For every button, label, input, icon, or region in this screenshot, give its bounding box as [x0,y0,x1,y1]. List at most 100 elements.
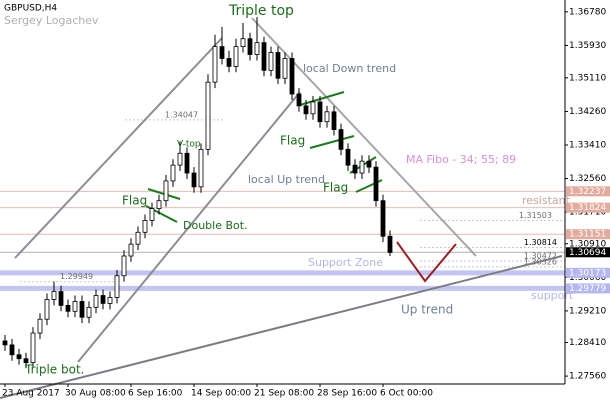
candle-body [191,172,197,188]
up-trend-line [0,255,563,399]
y-tick-label: 1.35110 [569,73,606,83]
level-label: 1.32237 [569,187,606,197]
candle-body [359,160,365,174]
y-tick-label: 1.32560 [569,174,606,184]
candle-body [352,164,358,174]
candle-body [37,318,43,334]
candle-body [100,295,106,304]
candle-body [16,354,22,360]
annotation: Flag [323,181,348,195]
level-box [566,247,610,258]
annotation: Double Bot. [183,219,248,232]
level-box [566,202,610,213]
candle-body [72,301,78,312]
annotation: MA Fibo - 34; 55; 89 [406,153,516,166]
candle-body [177,152,183,166]
candle-body [65,304,71,312]
candle-body [156,200,162,209]
y-tick-label: 1.36780 [569,7,606,17]
candle-body [338,129,344,150]
annotation: local Down trend [303,62,396,75]
y-tick-label: 1.35930 [569,41,606,51]
candle-body [2,340,8,346]
candle-body [303,105,309,115]
y-tick-label: 1.29210 [569,306,606,316]
candle-body [380,200,386,237]
level-label: 1.30694 [569,248,606,258]
candle-body [366,160,372,168]
flag-line [299,91,345,106]
candle-body [289,58,295,95]
y-tick-label: 1.28410 [569,338,606,348]
annotation: Triple bot. [24,363,84,377]
x-tick-label: 30 Aug 08:00 [65,389,126,399]
annotation: Flag [280,134,305,148]
flag-line [309,135,355,149]
axis-labels: 1.36780 1.35930 1.35110 1.34260 1.33410 1.325… [2,7,610,399]
level-label: 1.31824 [569,203,606,213]
candle-body [128,243,134,257]
candle-body [142,220,148,233]
candles [2,16,393,369]
x-tick-label: 6 Sep 16:00 [128,389,183,399]
y-tick-label: 1.33410 [569,140,606,150]
price-label: 1.31503 [519,211,552,220]
candle-body [58,291,64,306]
candle-body [107,297,113,304]
annotation: Up trend [401,303,453,317]
candle-body [233,46,239,67]
candle-body [205,81,211,150]
channel-upper [14,37,223,259]
candle-body [317,101,323,123]
level-label: 1.30173 [569,268,606,278]
price-label: 1.34047 [165,110,198,119]
candle-body [184,152,190,174]
candle-body [324,111,330,123]
candle-body [93,295,99,308]
candle-body [30,332,36,364]
price-label: 1.30814 [524,238,557,247]
level-box [566,267,610,278]
level-box [566,229,610,240]
candle-body [44,299,50,320]
candle-body [254,42,260,55]
candle-body [170,164,176,182]
candle-body [149,208,155,221]
x-tick-label: 14 Sep 00:00 [191,389,251,399]
author: Sergey Logachev [4,14,99,27]
candle-body [373,166,379,202]
candle-body [247,38,253,55]
x-tick-label: 21 Sep 08:00 [254,389,314,399]
candle-body [9,344,15,356]
candle-body [219,46,225,59]
down-trend-line [251,17,477,257]
candle-body [163,180,169,202]
candle-body [86,306,92,318]
candle-body [135,231,141,245]
candle-body [310,101,316,115]
candle-body [121,255,127,277]
candle-body [296,93,302,107]
level-box [566,283,610,294]
candle-body [212,46,218,83]
candle-body [79,301,85,318]
candle-body [331,111,337,130]
x-tick-label: 6 Oct 00:00 [380,389,433,399]
candle-body [345,148,351,166]
x-tick-label: 28 Sep 16:00 [317,389,377,399]
channel-lower [77,91,301,363]
annotation: V-top [177,140,201,150]
annotation: Support Zone [308,256,383,269]
candle-body [23,358,29,364]
level-label: 1.31151 [569,230,606,240]
annotation: local Up trend [248,173,325,186]
level-box [566,186,610,197]
candle-body [275,52,281,79]
candle-body [226,58,232,67]
projection [396,241,457,283]
y-tick-label: 1.31710 [569,208,606,218]
candle-body [282,58,288,79]
price-label: 1.29949 [60,272,93,281]
annotation: Triple top [228,3,294,19]
